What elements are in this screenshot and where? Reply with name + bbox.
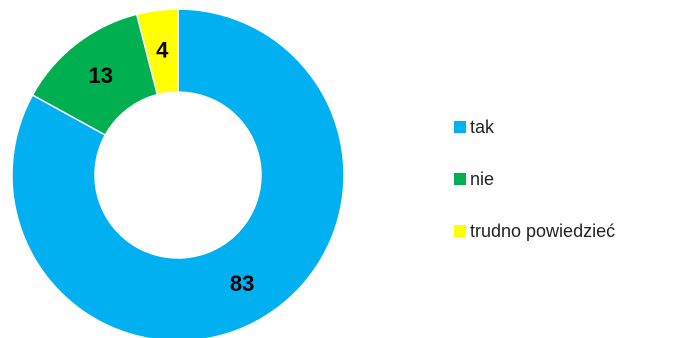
data-label-nie: 13	[89, 63, 113, 88]
data-label-trudno-powiedziec: 4	[156, 37, 169, 62]
slice-trudno-powiedziec	[135, 8, 179, 96]
legend-label-nie: nie	[470, 168, 495, 189]
legend-swatch-trudno-powiedziec	[454, 225, 466, 237]
legend-swatch-tak	[454, 121, 466, 133]
slices-group	[11, 8, 345, 338]
legend-item-nie: nie	[454, 169, 615, 189]
legend: tak nie trudno powiedzieć	[454, 117, 615, 273]
slice-tak	[11, 8, 345, 338]
legend-item-tak: tak	[454, 117, 615, 137]
legend-swatch-nie	[454, 173, 466, 185]
legend-item-trudno-powiedziec: trudno powiedzieć	[454, 221, 615, 241]
data-labels-group: 83 13 4	[89, 37, 255, 295]
legend-label-tak: tak	[470, 116, 495, 137]
legend-label-trudno-powiedziec: trudno powiedzieć	[470, 220, 616, 241]
data-label-tak: 83	[230, 271, 254, 296]
